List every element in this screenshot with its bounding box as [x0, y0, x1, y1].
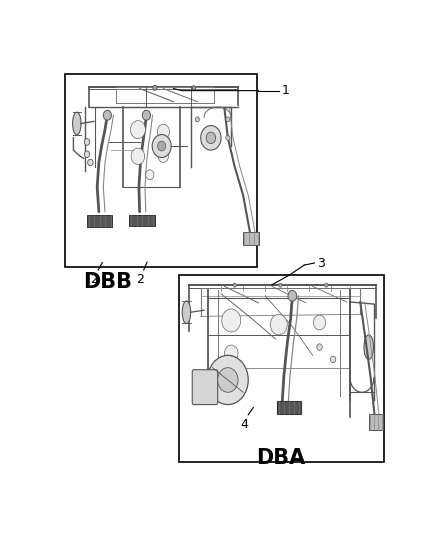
Circle shape	[192, 86, 196, 90]
Circle shape	[226, 117, 230, 122]
Circle shape	[158, 141, 166, 151]
Circle shape	[84, 151, 90, 158]
Circle shape	[84, 139, 90, 145]
Circle shape	[131, 148, 145, 165]
Circle shape	[325, 283, 328, 287]
Circle shape	[88, 159, 93, 166]
Circle shape	[152, 134, 171, 158]
Bar	[243, 232, 259, 245]
Ellipse shape	[182, 301, 191, 324]
Bar	[277, 401, 301, 414]
Bar	[130, 215, 155, 226]
Circle shape	[314, 315, 325, 330]
Circle shape	[222, 309, 241, 332]
Ellipse shape	[73, 112, 81, 135]
Bar	[369, 414, 383, 430]
Circle shape	[195, 117, 199, 122]
Text: 3: 3	[317, 256, 325, 270]
Bar	[87, 215, 113, 227]
Circle shape	[158, 150, 169, 163]
Circle shape	[225, 345, 238, 361]
Circle shape	[146, 170, 154, 180]
Text: 2: 2	[90, 273, 98, 286]
Text: 1: 1	[282, 84, 290, 97]
Circle shape	[270, 314, 287, 335]
Circle shape	[233, 283, 237, 287]
Circle shape	[201, 126, 221, 150]
Circle shape	[279, 283, 282, 287]
Text: DBB: DBB	[83, 272, 132, 293]
Text: 4: 4	[240, 418, 248, 431]
Circle shape	[206, 132, 215, 143]
Circle shape	[288, 290, 297, 301]
Bar	[65, 74, 257, 267]
Text: DBA: DBA	[256, 448, 305, 468]
Circle shape	[103, 110, 111, 120]
Circle shape	[218, 368, 238, 392]
Circle shape	[226, 135, 230, 140]
Ellipse shape	[364, 335, 374, 359]
Circle shape	[131, 120, 145, 139]
Circle shape	[157, 124, 170, 139]
Circle shape	[330, 356, 336, 363]
Text: 2: 2	[136, 273, 144, 286]
FancyBboxPatch shape	[192, 370, 218, 405]
Circle shape	[208, 356, 248, 405]
Bar	[179, 276, 384, 462]
Circle shape	[142, 110, 151, 120]
Circle shape	[153, 85, 157, 90]
Circle shape	[317, 344, 322, 350]
